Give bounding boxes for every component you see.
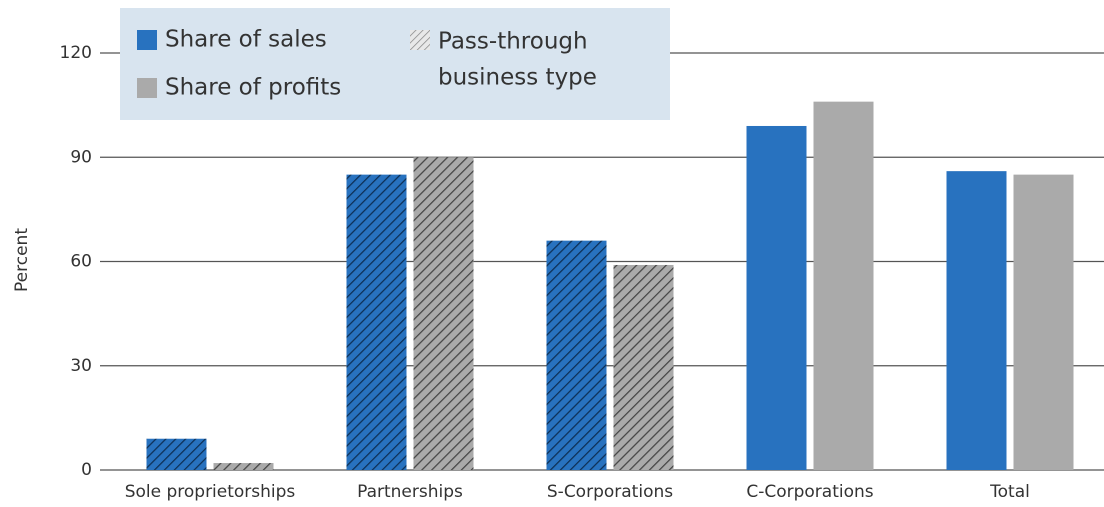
plot-area: 0 30 60 90 120 Sole proprietorships Partnershi… [60, 43, 1104, 502]
bar [746, 125, 807, 470]
x-tick-label: C-Corporations [746, 482, 873, 502]
legend-label: Share of sales [165, 27, 327, 53]
legend: Share of sales Share of profits Pass-throu… [120, 8, 670, 120]
x-tick-label: Sole proprietorships [125, 482, 296, 502]
bar [346, 174, 407, 470]
legend-label: Pass-through [438, 29, 588, 55]
y-tick-label: 60 [70, 252, 92, 272]
bar [413, 157, 474, 470]
bar [146, 438, 207, 470]
legend-box [120, 8, 670, 120]
legend-label: business type [438, 65, 597, 91]
y-axis-label: Percent [12, 228, 32, 292]
legend-swatch [410, 30, 430, 50]
legend-label: Share of profits [165, 75, 341, 101]
bar [1013, 174, 1074, 470]
bar [213, 463, 274, 470]
y-tick-label: 120 [60, 43, 92, 63]
bar [546, 240, 607, 470]
x-tick-label: Partnerships [357, 482, 463, 502]
x-tick-label: Total [989, 482, 1030, 502]
y-tick-label: 90 [70, 147, 92, 167]
y-tick-label: 0 [81, 460, 92, 480]
legend-swatch [137, 78, 157, 98]
legend-swatch [137, 30, 157, 50]
bar [946, 171, 1007, 470]
bar [613, 264, 674, 470]
y-tick-label: 30 [70, 356, 92, 376]
bar [813, 101, 874, 471]
x-tick-label: S-Corporations [547, 482, 673, 502]
